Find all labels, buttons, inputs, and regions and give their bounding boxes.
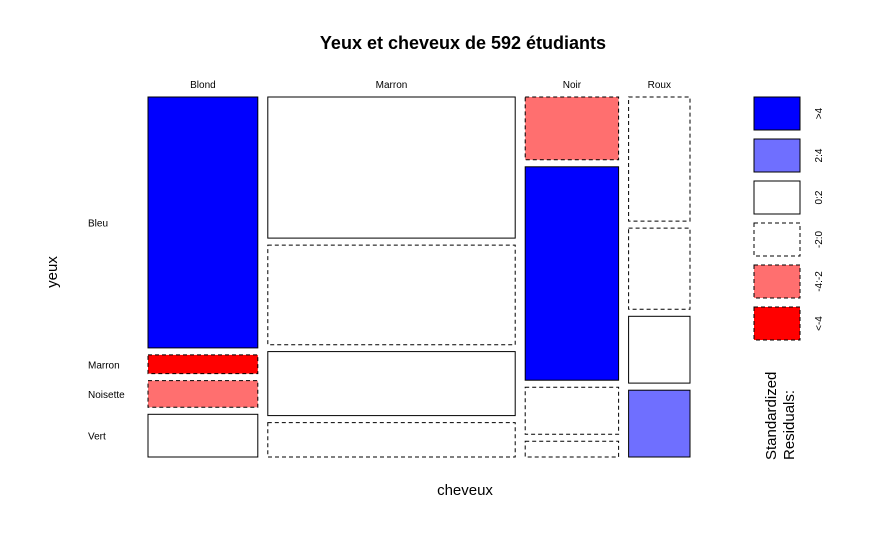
legend-label-3: 0:2 (814, 190, 825, 204)
cell-noir-vert (524, 440, 620, 458)
row-label-noisette: Noisette (88, 390, 125, 401)
column-labels: Blond Marron Noir Roux (190, 80, 671, 91)
cell-blond-marron (147, 354, 259, 375)
legend-label-1: >4 (814, 107, 825, 119)
cell-roux-noisette (628, 315, 691, 384)
y-axis-label: yeux (44, 256, 61, 288)
col-label-marron: Marron (376, 80, 408, 91)
legend-swatch-1 (753, 96, 801, 131)
cell-noir-noisette (524, 386, 620, 435)
legend: >4 2:4 0:2 -2:0 -4:-2 <-4 Standardized Residu… (753, 96, 825, 460)
cell-blond-noisette (147, 380, 259, 408)
cell-blond-bleu (147, 96, 259, 349)
cell-roux-vert (628, 389, 691, 458)
legend-label-5: -4:-2 (814, 271, 825, 292)
legend-label-4: -2:0 (814, 230, 825, 248)
legend-title-line2: Residuals: (781, 390, 798, 460)
col-label-roux: Roux (648, 80, 671, 91)
legend-title-line1: Standardized (763, 372, 780, 460)
col-label-blond: Blond (190, 80, 216, 91)
legend-swatch-6 (753, 306, 801, 341)
legend-label-6: <-4 (814, 316, 825, 331)
row-label-bleu: Bleu (88, 219, 108, 230)
cell-marron-vert (267, 422, 516, 458)
legend-swatch-4 (753, 222, 801, 257)
cell-blond-vert (147, 413, 259, 458)
x-axis-label: cheveux (437, 482, 493, 499)
mosaic-cells (147, 96, 691, 458)
legend-swatch-3 (753, 180, 801, 215)
row-label-vert: Vert (88, 432, 106, 443)
legend-label-2: 2:4 (814, 148, 825, 162)
chart-title: Yeux et cheveux de 592 étudiants (320, 33, 606, 53)
cell-marron-marron (267, 96, 516, 239)
legend-items: >4 2:4 0:2 -2:0 -4:-2 <-4 (753, 96, 825, 341)
legend-swatch-5 (753, 264, 801, 299)
cell-roux-marron (628, 96, 691, 222)
cell-roux-bleu (628, 227, 691, 310)
cell-marron-bleu (267, 244, 516, 346)
row-label-marron: Marron (88, 360, 120, 371)
col-label-noir: Noir (563, 80, 582, 91)
row-labels: Vert Noisette Marron Bleu (88, 219, 125, 443)
legend-swatch-2 (753, 138, 801, 173)
cell-marron-noisette (267, 351, 516, 417)
cell-noir-marron (524, 166, 620, 381)
cell-noir-bleu (524, 96, 620, 161)
